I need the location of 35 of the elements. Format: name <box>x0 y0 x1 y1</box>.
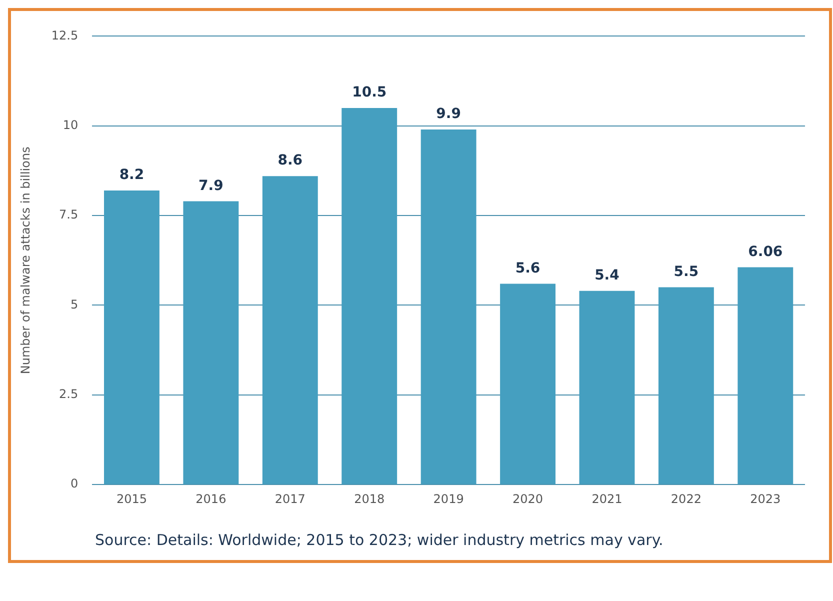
x-tick-label: 2023 <box>750 492 781 506</box>
data-label: 5.4 <box>594 268 620 284</box>
y-tick-label: 5 <box>70 297 78 312</box>
y-tick-label: 12.5 <box>51 28 78 42</box>
bar <box>738 267 794 484</box>
y-tick-label: 10 <box>62 118 78 132</box>
x-tick-label: 2019 <box>433 492 464 506</box>
y-tick-label: 2.5 <box>59 387 78 402</box>
data-label: 10.5 <box>352 84 387 101</box>
x-tick-label: 2022 <box>670 492 702 506</box>
data-label: 5.5 <box>674 264 699 280</box>
x-tick-label: 2020 <box>512 492 544 506</box>
bar <box>183 201 239 484</box>
bar <box>500 284 556 484</box>
bar <box>420 129 476 484</box>
source-note: Source: Details: Worldwide; 2015 to 2023; wider industry metrics may vary. <box>95 530 664 551</box>
bar <box>262 176 318 484</box>
y-axis-title: Number of malware attacks in billions <box>18 146 32 374</box>
data-label: 8.2 <box>119 167 144 184</box>
bar <box>104 190 160 484</box>
x-tick-label: 2015 <box>116 492 147 506</box>
bar <box>658 287 714 484</box>
x-tick-label: 2018 <box>354 492 385 506</box>
y-tick-label: 7.5 <box>59 208 78 222</box>
data-label: 8.6 <box>278 152 303 169</box>
x-tick-label: 2016 <box>196 492 226 506</box>
bar <box>342 108 398 484</box>
y-tick-label: 0 <box>70 476 78 491</box>
x-tick-label: 2021 <box>592 492 622 506</box>
data-label: 9.9 <box>436 106 461 122</box>
data-label: 7.9 <box>198 178 224 194</box>
data-label: 5.6 <box>515 260 540 276</box>
data-label: 6.06 <box>748 244 783 260</box>
x-tick-label: 2017 <box>274 492 306 506</box>
bar <box>579 290 635 484</box>
